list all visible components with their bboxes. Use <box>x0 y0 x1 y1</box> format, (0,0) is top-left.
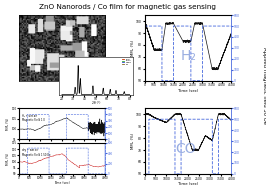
Text: dry + wet air
Magnetic Field 1 50 Oe: dry + wet air Magnetic Field 1 50 Oe <box>22 148 51 157</box>
Text: ZnO Nanorods / Co film for magnetic gas sensing: ZnO Nanorods / Co film for magnetic gas … <box>39 4 216 10</box>
Legend: ZnO, ZnO₂, Mg₂O, Co: ZnO, ZnO₂, Mg₂O, Co <box>122 58 132 65</box>
X-axis label: Time (sec): Time (sec) <box>178 182 198 186</box>
Y-axis label: MM₀ (%): MM₀ (%) <box>6 152 10 165</box>
X-axis label: Time (sec): Time (sec) <box>54 181 70 185</box>
Y-axis label: MM₀ (%): MM₀ (%) <box>131 133 135 149</box>
X-axis label: Time (sec): Time (sec) <box>178 89 198 93</box>
Text: H₂ + wet air
Magnetic Field 1 0: H₂ + wet air Magnetic Field 1 0 <box>22 114 45 122</box>
Y-axis label: MM₀ (%): MM₀ (%) <box>131 40 135 56</box>
Text: CO: CO <box>175 142 196 156</box>
X-axis label: 2θ (°): 2θ (°) <box>92 101 100 105</box>
Text: H₂: H₂ <box>181 49 197 63</box>
Y-axis label: MM₀ (%): MM₀ (%) <box>6 118 10 130</box>
Text: Applied magnetic field 50 Oe: Applied magnetic field 50 Oe <box>262 46 266 124</box>
